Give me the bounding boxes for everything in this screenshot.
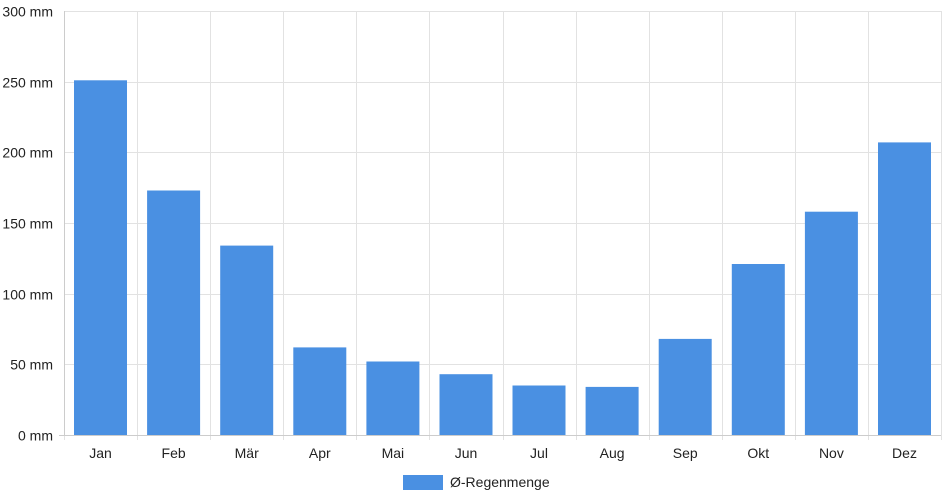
bar-feb[interactable] [147, 190, 201, 436]
x-tick-label: Sep [673, 445, 698, 461]
x-tick-label: Apr [309, 445, 331, 461]
legend-swatch [403, 475, 443, 490]
bar-aug[interactable] [585, 386, 639, 435]
y-tick-label: 0 mm [18, 428, 53, 444]
x-tick-label: Mai [382, 445, 405, 461]
y-tick-label: 250 mm [2, 75, 53, 91]
x-tick-label: Dez [892, 445, 917, 461]
x-tick-label: Jul [530, 445, 548, 461]
bar-jun[interactable] [439, 374, 493, 435]
bar-nov[interactable] [804, 211, 858, 435]
x-tick-label: Jan [89, 445, 112, 461]
y-tick-label: 300 mm [2, 4, 53, 20]
bar-apr[interactable] [293, 347, 347, 435]
bar-jan[interactable] [74, 80, 127, 436]
grid-lines [64, 11, 942, 440]
y-tick-label: 50 mm [10, 357, 53, 373]
x-tick-label: Feb [162, 445, 186, 461]
y-tick-label: 100 mm [2, 287, 53, 303]
y-tick-label: 200 mm [2, 145, 53, 161]
legend[interactable]: Ø-Regenmenge [403, 474, 550, 490]
y-axis-tick-labels: 0 mm 50 mm 100 mm 150 mm 200 mm 250 mm 300 mm [2, 4, 53, 444]
bar-series [74, 80, 931, 436]
bar-mär[interactable] [220, 245, 274, 435]
x-tick-label: Okt [747, 445, 769, 461]
x-tick-label: Mär [235, 445, 259, 461]
bar-dez[interactable] [878, 142, 931, 435]
axes [59, 11, 941, 436]
x-axis-tick-labels: Jan Feb Mär Apr Mai Jun Jul Aug Sep Okt Nov Dez [89, 445, 917, 461]
bar-jul[interactable] [512, 385, 566, 436]
bar-mai[interactable] [366, 361, 420, 436]
x-tick-label: Aug [600, 445, 625, 461]
x-tick-label: Jun [455, 445, 478, 461]
x-tick-label: Nov [819, 445, 844, 461]
y-tick-label: 150 mm [2, 216, 53, 232]
legend-label: Ø-Regenmenge [450, 474, 550, 490]
bar-okt[interactable] [731, 264, 785, 435]
bar-sep[interactable] [658, 338, 712, 435]
